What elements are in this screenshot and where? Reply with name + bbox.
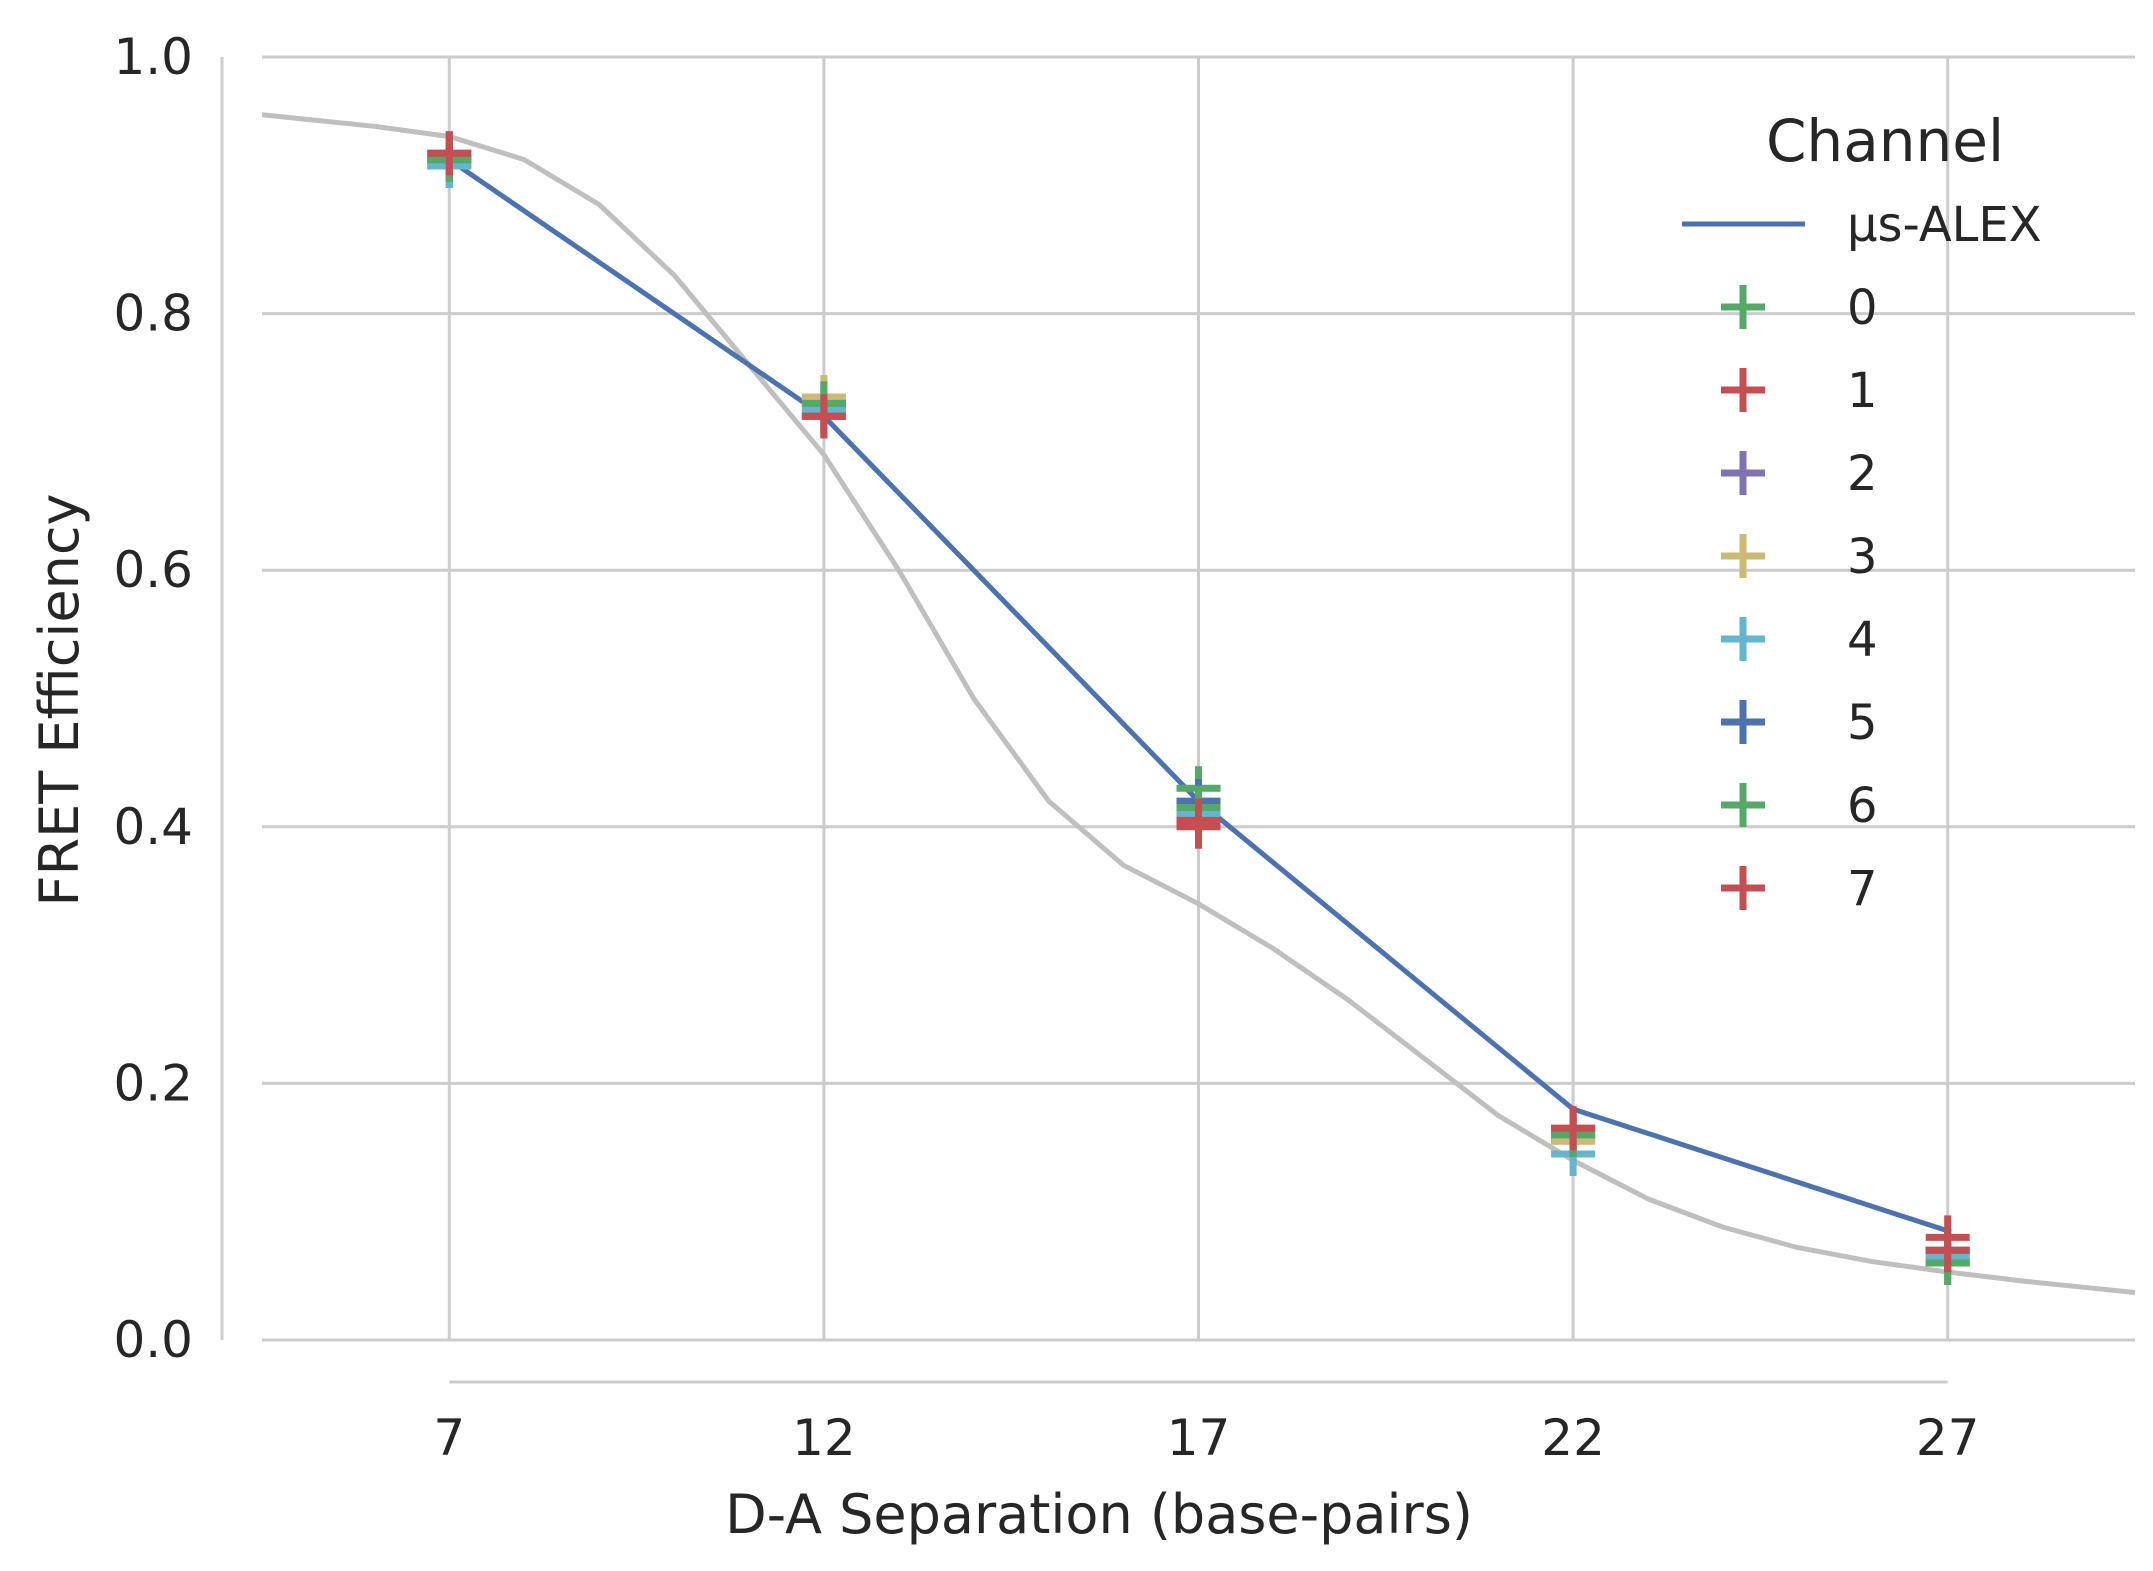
x-axis-title: D-A Separation (base-pairs) <box>725 1483 1473 1546</box>
legend: Channel μs-ALEX 0 1 2 3 4 5 6 7 <box>1682 107 2042 917</box>
y-tick-label: 0.8 <box>113 285 193 343</box>
x-tick-label: 27 <box>1916 1409 1980 1467</box>
theory-curve <box>261 112 2136 1295</box>
data-point-channel-7 <box>1551 1106 1596 1151</box>
curve-layer <box>261 112 2136 1295</box>
legend-marker-swatch <box>1721 368 1765 412</box>
legend-marker-swatch <box>1721 617 1765 661</box>
y-tick-label: 0.2 <box>113 1054 193 1112</box>
legend-label: 1 <box>1847 363 1878 419</box>
marker-layer <box>427 131 1970 1286</box>
legend-marker-swatch <box>1721 285 1765 329</box>
x-tick-label: 17 <box>1167 1409 1231 1467</box>
y-axis-title: FRET Efficiency <box>28 494 91 907</box>
data-point-channel-7 <box>801 394 846 439</box>
x-tick-label: 12 <box>792 1409 856 1467</box>
data-point-channel-7 <box>427 131 472 176</box>
x-tick-label: 22 <box>1541 1409 1605 1467</box>
data-point-channel-7 <box>1176 798 1221 843</box>
y-tick-label: 0.6 <box>113 541 193 599</box>
axes-layer: 0.00.20.40.60.81.07 12 17 22 27 <box>113 28 1979 1467</box>
data-point-channel-7 <box>1925 1228 1970 1273</box>
legend-label: 7 <box>1847 861 1878 917</box>
legend-label: 2 <box>1847 446 1878 502</box>
legend-marker-swatch <box>1721 783 1765 827</box>
x-tick-label: 7 <box>433 1409 465 1467</box>
y-tick-label: 1.0 <box>113 28 193 86</box>
legend-label: 4 <box>1847 612 1878 668</box>
legend-label: 0 <box>1847 280 1878 336</box>
legend-marker-swatch <box>1721 866 1765 910</box>
legend-label: 6 <box>1847 778 1878 834</box>
legend-marker-swatch <box>1721 700 1765 744</box>
y-tick-label: 0.4 <box>113 798 193 856</box>
legend-marker-swatch <box>1721 451 1765 495</box>
legend-label: 5 <box>1847 695 1878 751</box>
legend-label: μs-ALEX <box>1847 197 2042 253</box>
legend-label: 3 <box>1847 529 1878 585</box>
y-tick-label: 0.0 <box>113 1311 193 1369</box>
legend-marker-swatch <box>1721 534 1765 578</box>
legend-title: Channel <box>1766 107 2004 175</box>
